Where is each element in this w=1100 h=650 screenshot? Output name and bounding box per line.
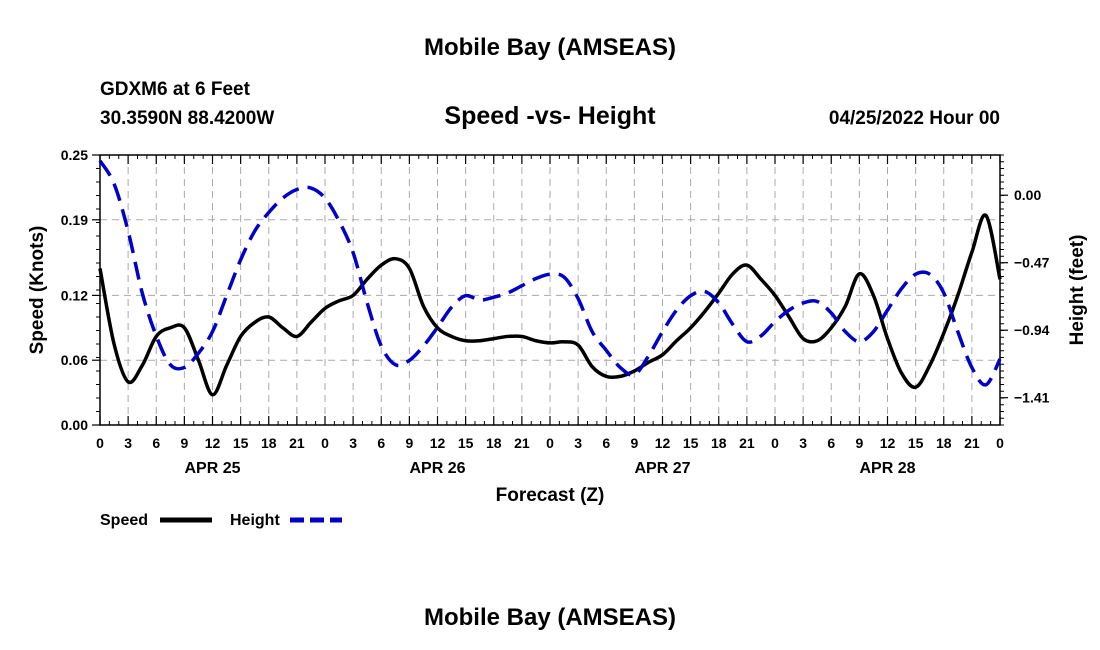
legend: Speed Height: [100, 512, 342, 529]
x-tick-label: 6: [602, 435, 610, 451]
x-tick-label: 15: [233, 435, 249, 451]
x-tick-label: 12: [430, 435, 446, 451]
x-tick-label: 0: [96, 435, 104, 451]
height-series-line: [98, 159, 1002, 387]
x-tick-label: 6: [377, 435, 385, 451]
day-label: APR 25: [184, 460, 240, 477]
forecast-datetime: 04/25/2022 Hour 00: [829, 108, 1000, 129]
x-tick-label: 18: [711, 435, 727, 451]
x-tick-label: 18: [486, 435, 502, 451]
y2-tick-label: −0.47: [1014, 255, 1050, 271]
y-tick-label: 0.12: [61, 287, 88, 303]
x-tick-label: 12: [205, 435, 221, 451]
x-tick-label: 15: [683, 435, 699, 451]
x-tick-label: 21: [739, 435, 755, 451]
x-tick-label: 3: [349, 435, 357, 451]
x-tick-label: 3: [124, 435, 132, 451]
x-tick-label: 21: [514, 435, 530, 451]
page-title: Mobile Bay (AMSEAS): [424, 34, 676, 61]
series-layer: [98, 159, 1002, 397]
y2-axis-label: Height (feet): [1067, 235, 1088, 346]
x-tick-label: 15: [458, 435, 474, 451]
x-tick-label: 6: [827, 435, 835, 451]
y2-tick-label: −0.94: [1014, 322, 1050, 338]
tick-labels: 0 3 6 9 12 15 18 21 0 3 6 9 12 15 18 21 0 3 6 9 12 15 18 21 0 3 6 9…: [61, 147, 1050, 477]
footer-title: Mobile Bay (AMSEAS): [424, 604, 676, 631]
x-tick-label: 18: [261, 435, 277, 451]
x-tick-label: 21: [964, 435, 980, 451]
day-label: APR 28: [859, 460, 915, 477]
x-tick-label: 3: [799, 435, 807, 451]
y-tick-label: 0.06: [61, 352, 88, 368]
x-tick-label: 0: [996, 435, 1004, 451]
y-axis-label: Speed (Knots): [27, 226, 48, 355]
y2-tick-label: −1.41: [1014, 390, 1050, 406]
station-label: GDXM6 at 6 Feet: [100, 79, 251, 100]
x-tick-label: 6: [152, 435, 160, 451]
x-tick-label: 15: [908, 435, 924, 451]
axis-ticks: [92, 154, 1008, 426]
x-tick-label: 9: [630, 435, 638, 451]
x-tick-label: 12: [880, 435, 896, 451]
y-tick-label: 0.00: [61, 417, 88, 433]
y-tick-label: 0.25: [61, 147, 88, 163]
chart-grid: [100, 155, 1000, 425]
legend-speed-label: Speed: [100, 512, 148, 529]
x-tick-label: 9: [405, 435, 413, 451]
y2-tick-label: 0.00: [1014, 187, 1041, 203]
x-tick-label: 3: [574, 435, 582, 451]
x-tick-label: 18: [936, 435, 952, 451]
y-tick-label: 0.19: [61, 212, 88, 228]
x-tick-label: 0: [321, 435, 329, 451]
x-tick-label: 0: [771, 435, 779, 451]
coordinates-label: 30.3590N 88.4200W: [100, 108, 274, 129]
day-label: APR 26: [409, 460, 465, 477]
x-tick-label: 12: [655, 435, 671, 451]
x-axis-label: Forecast (Z): [496, 485, 605, 506]
x-tick-label: 0: [546, 435, 554, 451]
x-tick-label: 21: [289, 435, 305, 451]
day-label: APR 27: [634, 460, 690, 477]
x-tick-label: 9: [180, 435, 188, 451]
speed-series-line: [98, 213, 1002, 397]
chart-title: Speed -vs- Height: [444, 102, 656, 130]
legend-height-label: Height: [230, 512, 280, 529]
x-tick-label: 9: [855, 435, 863, 451]
